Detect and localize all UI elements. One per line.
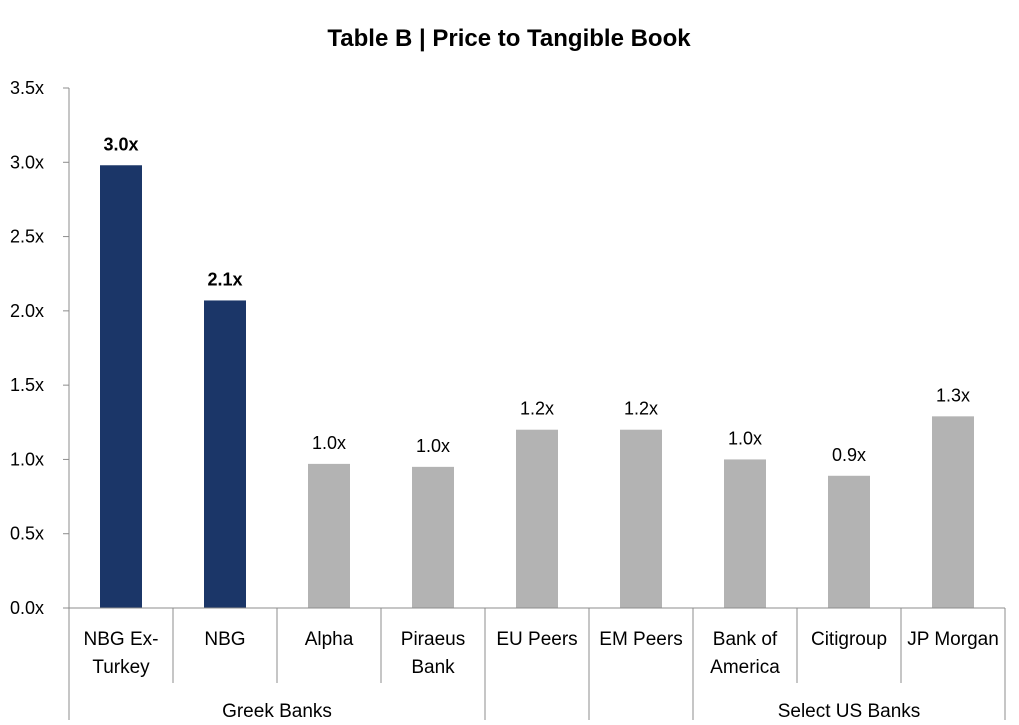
y-tick-label: 1.0x [10, 449, 44, 469]
category-label: Alpha [305, 629, 354, 650]
data-label: 2.1x [207, 269, 242, 289]
y-tick-label: 0.0x [10, 598, 44, 618]
y-tick-label: 3.5x [10, 78, 44, 98]
y-tick-label: 1.5x [10, 375, 44, 395]
data-label: 3.0x [103, 134, 138, 154]
bar [828, 475, 870, 608]
category-label: Piraeus Bank [401, 629, 465, 678]
y-tick-label: 2.5x [10, 227, 44, 247]
y-tick-label: 3.0x [10, 152, 44, 172]
group-label: Select US Banks [778, 701, 921, 722]
category-label: NBG [204, 629, 245, 650]
chart-title: Table B | Price to Tangible Book [327, 25, 691, 52]
category-label: JP Morgan [907, 629, 999, 650]
category-label: NBG Ex-Turkey [84, 629, 159, 678]
x-axis: NBG Ex-Turkey NBG Alpha Piraeus Bank EU Peers… [68, 607, 1006, 722]
bar [932, 416, 974, 608]
group-label: Greek Banks [222, 701, 332, 722]
y-tick-label: 2.0x [10, 301, 44, 321]
bar [516, 429, 558, 608]
category-label: EM Peers [599, 629, 682, 650]
bar [100, 165, 142, 608]
data-label: 1.0x [312, 433, 346, 453]
bar [620, 429, 662, 608]
bars: 3.0x 2.1x 1.0x 1.0x 1.2x 1.2x 1.0x 0.9x 1.3x [100, 134, 974, 608]
bar [412, 466, 454, 608]
y-tick-label: 0.5x [10, 524, 44, 544]
data-label: 1.0x [728, 428, 762, 448]
y-axis: 0.0x 0.5x 1.0x 1.5x 2.0x 2.5x 3.0x 3.5x [10, 78, 70, 618]
category-label: Citigroup [811, 629, 887, 650]
bar [724, 459, 766, 608]
category-label: Bank of America [710, 629, 780, 678]
data-label: 0.9x [832, 445, 866, 465]
category-label: EU Peers [496, 629, 577, 650]
data-label: 1.3x [936, 385, 970, 405]
data-label: 1.2x [520, 399, 554, 419]
bar [204, 300, 246, 608]
data-label: 1.2x [624, 399, 658, 419]
data-label: 1.0x [416, 436, 450, 456]
bar [308, 463, 350, 608]
